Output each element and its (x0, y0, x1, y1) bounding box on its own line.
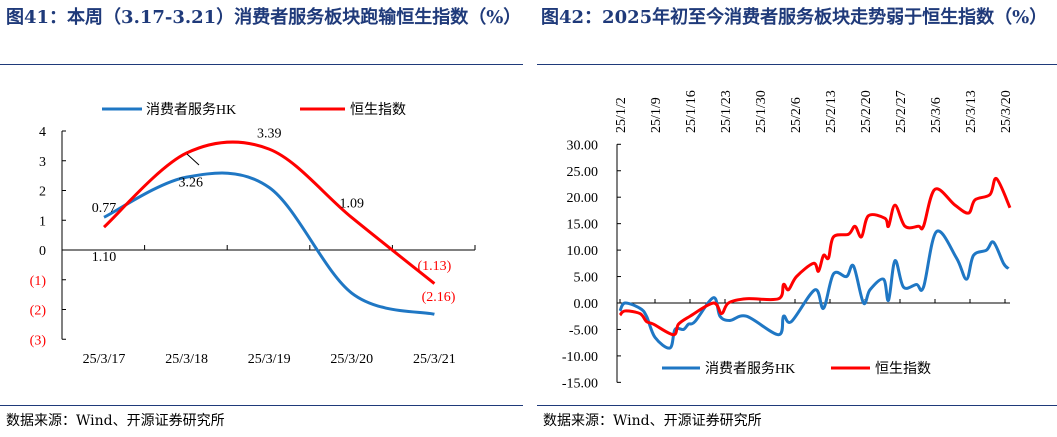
data-label: 3.39 (257, 126, 282, 141)
x-tick-label: 25/2/6 (789, 97, 804, 133)
y-tick-label: 0 (39, 244, 46, 259)
x-tick-label: 25/3/13 (964, 90, 979, 133)
x-tick-label: 25/3/20 (330, 352, 373, 367)
data-label: 3.26 (178, 176, 203, 191)
data-label: (1.13) (417, 259, 451, 274)
x-tick-label: 25/3/21 (413, 352, 456, 367)
y-tick-label: 5.00 (574, 271, 599, 286)
data-label: (2.16) (422, 290, 456, 305)
x-tick-label: 25/3/17 (83, 352, 126, 367)
legend-label: 恒生指数 (875, 361, 931, 377)
y-tick-label: -5.00 (569, 323, 598, 338)
y-tick-label: -15.00 (562, 376, 598, 391)
y-tick-label: (3) (30, 333, 47, 348)
data-label: 1.09 (340, 196, 365, 211)
y-tick-label: 4 (39, 125, 46, 140)
divider (537, 405, 1057, 406)
y-tick-label: 30.00 (567, 138, 599, 153)
right-chart-title: 图42：2025年初至今消费者服务板块走势弱于恒生指数（%） (541, 7, 1048, 28)
x-tick-label: 25/2/27 (894, 90, 909, 133)
y-tick-label: 0.00 (574, 297, 599, 312)
x-tick-label: 25/3/18 (165, 352, 208, 367)
y-tick-label: (2) (30, 304, 47, 319)
y-tick-label: (1) (30, 274, 47, 289)
x-tick-label: 25/3/19 (248, 352, 291, 367)
divider (0, 405, 523, 406)
y-tick-label: 1 (39, 214, 46, 229)
x-tick-label: 25/2/13 (824, 90, 839, 133)
y-tick-label: 2 (39, 185, 46, 200)
x-tick-label: 25/1/16 (684, 90, 699, 133)
x-tick-label: 25/1/2 (614, 97, 629, 133)
left-chart-title: 图41：本周（3.17-3.21）消费者服务板块跑输恒生指数（%） (6, 7, 522, 28)
data-label: 1.10 (92, 250, 117, 265)
series-line-hsi (618, 177, 1012, 337)
x-tick-label: 25/1/23 (719, 90, 734, 133)
legend-label: 恒生指数 (350, 102, 406, 118)
data-label: 0.77 (92, 201, 117, 216)
x-tick-label: 25/2/20 (859, 90, 874, 133)
legend-label: 消费者服务HK (146, 102, 236, 118)
series-line-hsi (102, 140, 436, 285)
legend-label: 消费者服务HK (705, 361, 795, 377)
divider (0, 64, 523, 65)
x-tick-label: 25/3/6 (929, 97, 944, 133)
left-source: 数据来源：Wind、开源证券研究所 (6, 413, 225, 429)
right-source: 数据来源：Wind、开源证券研究所 (543, 413, 762, 429)
y-tick-label: 3 (39, 155, 46, 170)
x-tick-label: 25/3/20 (999, 90, 1014, 133)
divider (537, 64, 1057, 65)
series-line-consumer-hk (618, 229, 1010, 350)
x-tick-label: 25/1/9 (649, 97, 664, 133)
series-line-consumer-hk (103, 171, 435, 316)
y-tick-label: 15.00 (567, 218, 599, 233)
label-leader (186, 153, 200, 166)
y-tick-label: -10.00 (562, 350, 598, 365)
y-tick-label: 10.00 (567, 244, 599, 259)
y-tick-label: 20.00 (567, 191, 599, 206)
x-tick-label: 25/1/30 (754, 90, 769, 133)
y-tick-label: 25.00 (567, 165, 599, 180)
